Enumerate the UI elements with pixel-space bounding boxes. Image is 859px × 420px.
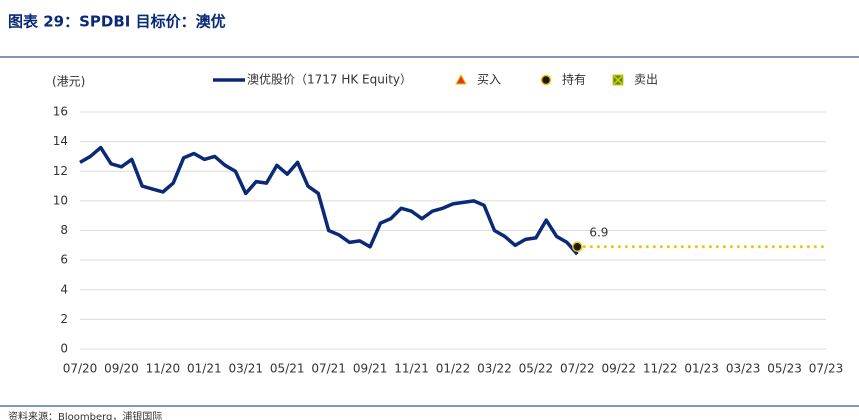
y-axis-label: (港元) [52,75,85,89]
source-note: 资料来源：Bloomberg，浦银国际 [8,410,162,420]
y-tick-label: 4 [60,282,68,296]
x-tick-label: 09/22 [601,362,636,376]
x-tick-label: 11/22 [643,362,678,376]
x-tick-label: 05/23 [767,362,802,376]
legend-label: 卖出 [634,73,658,87]
legend-marker [455,73,467,85]
y-tick-label: 10 [53,193,68,207]
x-tick-label: 05/21 [270,362,305,376]
x-tick-label: 01/21 [187,362,222,376]
legend-label: 澳优股价（1717 HK Equity） [247,73,412,87]
x-tick-label: 11/21 [394,362,429,376]
x-tick-label: 07/22 [560,362,595,376]
x-tick-label: 05/22 [519,362,554,376]
data-label: 6.9 [589,225,608,239]
x-tick-label: 01/23 [684,362,719,376]
x-tick-label: 07/23 [809,362,844,376]
chart-title: 图表 29：SPDBI 目标价：澳优 [8,13,226,31]
x-tick-label: 03/22 [477,362,512,376]
x-tick-label: 09/21 [353,362,388,376]
rating-marker [572,241,583,253]
y-tick-label: 0 [60,342,68,356]
legend-marker [540,74,552,86]
x-tick-label: 03/21 [228,362,263,376]
x-tick-label: 11/20 [146,362,181,376]
x-tick-label: 07/21 [311,362,346,376]
x-tick-label: 09/20 [104,362,139,376]
y-tick-label: 14 [53,134,68,148]
x-tick-label: 01/22 [436,362,471,376]
y-tick-label: 16 [53,105,68,119]
series-line [79,145,579,256]
y-tick-label: 6 [60,253,68,267]
y-tick-label: 2 [60,312,68,326]
x-tick-label: 03/23 [726,362,761,376]
x-tick-label: 07/20 [63,362,98,376]
legend-label: 买入 [477,73,501,87]
legend-marker-cross [613,75,623,85]
y-tick-label: 12 [53,164,68,178]
legend-label: 持有 [562,72,586,87]
y-tick-label: 8 [60,223,68,237]
